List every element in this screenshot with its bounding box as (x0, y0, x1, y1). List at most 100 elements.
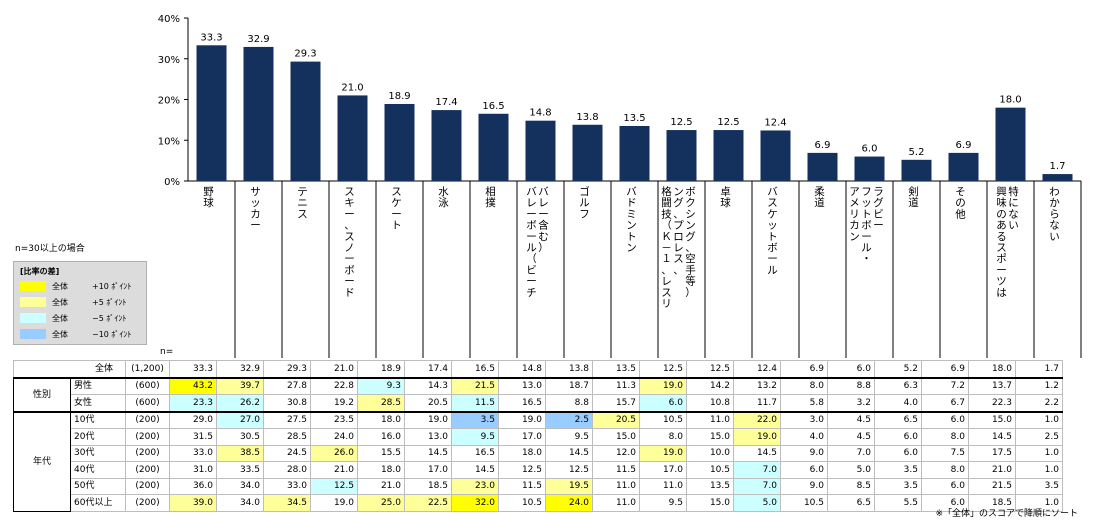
x-tick-label: グ (673, 196, 684, 209)
x-tick-label: 闘 (661, 197, 672, 209)
table-cell: 22.0 (733, 411, 781, 429)
sample-size: (200) (125, 444, 170, 462)
table-cell: 10.5 (686, 461, 734, 479)
table-cell: 17.0 (404, 461, 452, 479)
table-cell: 18.0 (357, 461, 405, 479)
table-cell: 6.0 (874, 444, 922, 462)
table-cell: 21.5 (451, 377, 499, 395)
table-cell: 13.7 (968, 377, 1016, 395)
table-cell: 6.0 (874, 428, 922, 446)
row-label: 30代 (70, 444, 126, 462)
x-tick-label: ッ (861, 197, 872, 209)
x-tick-label: ッ (250, 197, 261, 209)
bar (807, 152, 838, 181)
footnote: ※「全体」のスコアで降順にソート (935, 509, 1078, 519)
table-cell: 15.0 (592, 428, 640, 446)
x-tick-label: ボ (861, 220, 872, 232)
x-tick-label: な (1008, 208, 1019, 220)
x-tick-label: ス (344, 231, 355, 243)
table-cell: 2.5 (545, 411, 593, 429)
x-tick-label: ー (538, 208, 549, 220)
table-cell: 19.5 (545, 477, 593, 495)
x-tick-label: シ (685, 208, 696, 220)
table-cell: 6.0 (921, 477, 969, 495)
table-cell: 1.0 (1015, 494, 1063, 512)
x-tick-label: Ｋ (661, 231, 672, 243)
x-tick-label: ー (996, 264, 1007, 276)
x-tick-label: ー (250, 220, 261, 232)
x-tick-label: ポ (996, 253, 1007, 265)
bar (431, 110, 462, 181)
table-cell: 2.2 (1015, 394, 1063, 412)
table-cell: 4.5 (827, 411, 875, 429)
x-tick-label: に (1008, 197, 1019, 209)
table-cell: 29.0 (169, 411, 217, 429)
legend-item-plus5: 全体 +5 ﾎﾟｲﾝﾄ (20, 296, 126, 308)
x-tick-label: 球 (720, 196, 731, 209)
group-label: 性別 (13, 377, 71, 412)
x-tick-label: 含 (538, 219, 549, 232)
x-tick-label: 相 (485, 185, 496, 198)
x-tick-label: 、 (685, 242, 696, 254)
data-label: 18.0 (999, 95, 1021, 106)
bar (854, 156, 885, 181)
x-tick-label: 柔 (814, 186, 825, 198)
x-tick-label: ー (526, 208, 537, 220)
legend: [比率の差] 全体 +10 ﾎﾟｲﾝﾄ 全体 +5 ﾎﾟｲﾝﾄ 全体 −5 ﾎﾟ… (13, 261, 147, 345)
table-cell: 7.0 (733, 461, 781, 479)
table-row: 50代 (200) 36.0 34.0 33.0 12.5 21.0 18.5 23.0 11.5… (14, 477, 1063, 495)
sample-size: (200) (125, 477, 170, 495)
x-tick-label: バ (767, 186, 778, 198)
bar (901, 159, 932, 181)
table-cell: 1.0 (1015, 411, 1063, 429)
x-tick-label: 空 (685, 252, 696, 265)
table-cell: 15.0 (968, 411, 1016, 429)
table-cell: 7.0 (733, 477, 781, 495)
y-tick-label: 0% (164, 177, 180, 188)
table-cell: 34.0 (216, 494, 264, 512)
sample-size: (200) (125, 461, 170, 479)
table-cell: 10.8 (686, 394, 734, 412)
table-cell: 12.5 (310, 477, 358, 495)
x-tick-label: ン (685, 220, 696, 232)
data-label: 5.2 (909, 147, 925, 158)
legend-diff: +10 ﾎﾟｲﾝﾄ (92, 281, 132, 291)
legend-label: 全体 (52, 329, 68, 339)
legend-label: 全体 (52, 281, 68, 291)
data-label: 12.5 (670, 117, 692, 128)
x-tick-label: の (955, 197, 966, 209)
bar (666, 130, 697, 181)
x-tick-label: ン (626, 220, 637, 232)
x-tick-label: ラ (873, 186, 884, 198)
data-label: 6.9 (956, 140, 972, 151)
legend-diff: −10 ﾎﾟｲﾝﾄ (92, 329, 132, 339)
table-cell: 9.0 (780, 477, 828, 495)
table-cell: 27.0 (216, 411, 264, 429)
x-tick-label: ド (344, 287, 355, 299)
table-cell: 10.5 (780, 494, 828, 512)
table-cell: 9.0 (780, 444, 828, 462)
table-cell: 24.0 (310, 428, 358, 446)
bar (572, 124, 603, 181)
table-cell: 16.5 (498, 394, 546, 412)
x-tick-label: の (996, 208, 1007, 220)
x-tick-label: カ (849, 220, 860, 232)
table-cell: 21.0 (968, 461, 1016, 479)
legend-diff: +5 ﾎﾟｲﾝﾄ (92, 297, 127, 307)
x-tick-label: ア (849, 186, 860, 198)
x-tick-label: ミ (626, 208, 637, 220)
data-label: 32.9 (247, 34, 269, 45)
x-tick-label: ビ (873, 208, 884, 220)
x-tick-label: プ (673, 220, 684, 232)
table-cell: 8.0 (780, 377, 828, 395)
row-label: 20代 (70, 428, 126, 446)
bar (384, 103, 415, 181)
bar (619, 125, 650, 181)
table-cell: 13.0 (498, 377, 546, 395)
table-cell: 6.0 (827, 360, 875, 378)
x-tick-label: キ (344, 197, 355, 209)
table-cell: 22.5 (404, 494, 452, 512)
table-cell: 11.0 (592, 494, 640, 512)
sample-size: (1,200) (125, 360, 170, 378)
table-cell: 11.0 (592, 477, 640, 495)
